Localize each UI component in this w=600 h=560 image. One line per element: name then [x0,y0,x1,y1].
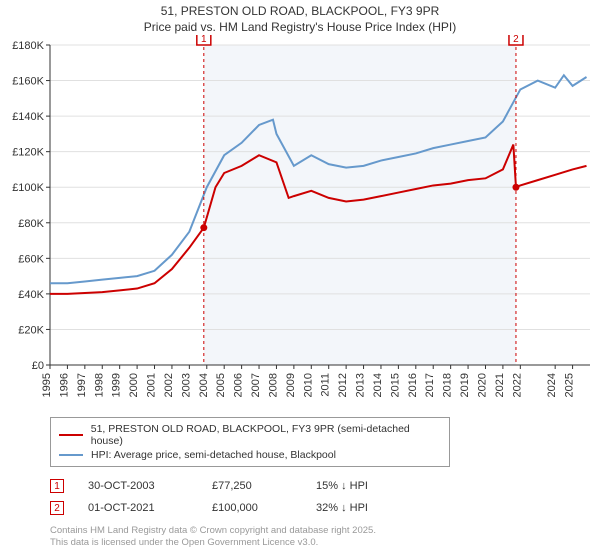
y-tick-label: £0 [32,360,44,372]
x-tick-label: 2005 [215,373,227,397]
y-tick-label: £120K [12,147,44,159]
x-tick-label: 2001 [146,373,158,397]
x-tick-label: 2002 [163,373,175,397]
y-tick-label: £40K [18,289,44,301]
title-line-2: Price paid vs. HM Land Registry's House … [0,20,600,36]
x-tick-label: 2007 [250,373,262,397]
x-tick-label: 2006 [233,373,245,397]
legend-label: 51, PRESTON OLD ROAD, BLACKPOOL, FY3 9PR… [91,423,441,447]
x-tick-label: 2016 [407,373,419,397]
chart-area: £0 £20K £40K £60K £80K £100K £120K £140K £160K £1… [0,35,600,405]
sale-row-marker: 2 [50,501,64,515]
x-tick-label: 2013 [355,373,367,397]
y-tick-label: £160K [12,76,44,88]
sale-row-delta: 15% ↓ HPI [316,480,368,492]
x-tick-label: 2018 [442,373,454,397]
legend: 51, PRESTON OLD ROAD, BLACKPOOL, FY3 9PR… [50,417,450,467]
x-tick-label: 2012 [337,373,349,397]
title-line-1: 51, PRESTON OLD ROAD, BLACKPOOL, FY3 9PR [0,4,600,20]
legend-row: HPI: Average price, semi-detached house,… [59,448,441,462]
x-tick-label: 2015 [389,373,401,397]
sales-table: 1 30-OCT-2003 £77,250 15% ↓ HPI 2 01-OCT-2021… [50,475,600,519]
x-tick-label: 1999 [111,373,123,397]
x-tick-label: 2025 [564,373,576,397]
y-tick-label: £180K [12,40,44,52]
x-tick-label: 2024 [546,373,558,397]
x-tick-label: 2004 [198,373,210,397]
chart-title-block: 51, PRESTON OLD ROAD, BLACKPOOL, FY3 9PR… [0,0,600,35]
footer-line-2: This data is licensed under the Open Gov… [50,537,600,548]
sale-row: 1 30-OCT-2003 £77,250 15% ↓ HPI [50,475,600,497]
y-tick-label: £60K [18,254,44,266]
sale-row-price: £77,250 [212,480,292,492]
footer-line-1: Contains HM Land Registry data © Crown c… [50,525,600,536]
legend-label: HPI: Average price, semi-detached house,… [91,449,336,461]
x-tick-label: 2020 [476,373,488,397]
x-tick-label: 1998 [93,373,105,397]
footer-attribution: Contains HM Land Registry data © Crown c… [50,525,600,548]
x-tick-label: 2014 [372,373,384,397]
sale-marker-num: 2 [513,35,519,45]
sale-marker-num: 1 [201,35,207,45]
x-tick-label: 1995 [41,373,53,397]
x-tick-label: 2010 [302,373,314,397]
sale-row: 2 01-OCT-2021 £100,000 32% ↓ HPI [50,497,600,519]
x-tick-label: 2008 [267,373,279,397]
y-tick-label: £80K [18,218,44,230]
line-chart-svg: £0 £20K £40K £60K £80K £100K £120K £140K £160K £1… [0,35,600,405]
legend-swatch [59,434,83,436]
legend-row: 51, PRESTON OLD ROAD, BLACKPOOL, FY3 9PR… [59,422,441,448]
x-tick-label: 1996 [58,373,70,397]
x-tick-label: 2009 [285,373,297,397]
x-tick-label: 2022 [511,373,523,397]
y-tick-label: £20K [18,325,44,337]
shaded-band [204,45,516,365]
x-tick-label: 2011 [320,373,332,397]
x-tick-label: 2003 [180,373,192,397]
sale-row-marker: 1 [50,479,64,493]
x-tick-label: 1997 [76,373,88,397]
x-tick-label: 2017 [424,373,436,397]
x-tick-label: 2000 [128,373,140,397]
sale-row-date: 01-OCT-2021 [88,502,188,514]
legend-swatch [59,454,83,456]
sale-row-date: 30-OCT-2003 [88,480,188,492]
x-tick-label: 2019 [459,373,471,397]
sale-row-price: £100,000 [212,502,292,514]
y-tick-label: £100K [12,182,44,194]
y-tick-label: £140K [12,111,44,123]
x-tick-label: 2021 [494,373,506,397]
sale-row-delta: 32% ↓ HPI [316,502,368,514]
